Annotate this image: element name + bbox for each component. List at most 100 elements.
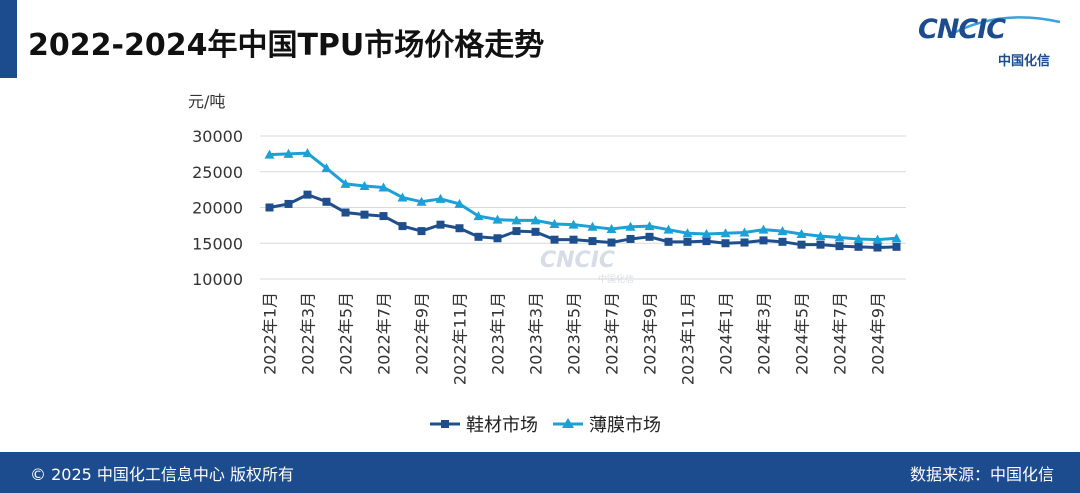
data-point [360, 210, 369, 219]
data-point [626, 234, 635, 243]
x-tick-label: 2023年9月 [641, 292, 660, 375]
logo-swoosh-icon [947, 16, 1061, 38]
data-point [474, 232, 483, 241]
y-tick-label: 20000 [192, 199, 243, 218]
x-tick-label: 2023年11月 [679, 292, 698, 385]
x-tick-label: 2023年5月 [565, 292, 584, 375]
data-point [606, 223, 617, 233]
x-tick-label: 2022年7月 [375, 292, 394, 375]
data-point [644, 221, 655, 231]
data-point [417, 227, 426, 236]
data-point [740, 238, 749, 247]
data-point [454, 198, 465, 208]
data-point [530, 215, 541, 225]
x-tick-label: 2022年11月 [451, 292, 470, 385]
x-tick-label: 2022年3月 [299, 292, 318, 375]
x-tick-label: 2024年9月 [869, 292, 888, 375]
data-point [340, 178, 351, 188]
data-point [588, 237, 597, 246]
x-tick-label: 2022年1月 [261, 292, 280, 375]
data-point [512, 227, 521, 236]
x-tick-label: 2023年3月 [527, 292, 546, 375]
data-point [815, 231, 826, 241]
data-point [531, 227, 540, 236]
data-point [321, 163, 332, 173]
data-point [265, 203, 274, 212]
x-tick-label: 2024年5月 [793, 292, 812, 375]
data-source-text: 数据来源：中国化信 [909, 465, 1054, 484]
price-line-chart: 元/吨 10000 15000 20000 25000 30000 2022年1月 202… [188, 92, 906, 436]
data-point [284, 199, 293, 208]
x-tick-label: 2022年9月 [413, 292, 432, 375]
data-point [835, 242, 844, 251]
data-point [378, 182, 389, 192]
data-point [568, 219, 579, 229]
data-point [739, 227, 750, 237]
data-point [796, 228, 807, 238]
data-point [569, 235, 578, 244]
data-point [473, 211, 484, 221]
data-point [853, 233, 864, 243]
data-point [701, 228, 712, 238]
data-point [721, 239, 730, 248]
data-point [816, 240, 825, 249]
logo-subtitle: 中国化信 [998, 54, 1051, 69]
data-point [264, 149, 275, 159]
data-point [854, 242, 863, 251]
y-tick-label: 30000 [192, 127, 243, 146]
data-point [549, 218, 560, 228]
x-tick-label: 2024年3月 [755, 292, 774, 375]
y-tick-label: 15000 [192, 234, 243, 253]
series-line-2 [269, 151, 897, 242]
data-point [759, 236, 768, 245]
x-tick-label: 2022年5月 [337, 292, 356, 375]
data-point [682, 228, 693, 238]
data-point [834, 232, 845, 242]
x-tick-label: 2023年1月 [489, 292, 508, 375]
data-point [322, 197, 331, 206]
x-tick-label: 2024年7月 [831, 292, 850, 375]
data-point [892, 242, 901, 251]
data-point [683, 237, 692, 246]
data-point [302, 148, 313, 158]
data-point [702, 237, 711, 246]
data-point [283, 148, 294, 158]
data-point [664, 237, 673, 246]
legend-marker [562, 418, 574, 428]
data-point [778, 237, 787, 246]
data-point [397, 192, 408, 202]
legend-marker [441, 420, 449, 428]
cncic-logo: CNCIC 中国化信 [918, 14, 1068, 72]
data-point [435, 193, 446, 203]
data-point [720, 228, 731, 238]
data-point [797, 240, 806, 249]
data-point [872, 234, 883, 244]
data-point [359, 181, 370, 191]
watermark-text: CNCIC [540, 248, 616, 273]
data-point [455, 224, 464, 233]
chart-legend: 鞋材市场 薄膜市场 [430, 415, 661, 436]
data-point [625, 221, 636, 231]
legend-label: 鞋材市场 [466, 415, 538, 436]
x-tick-label: 2024年1月 [717, 292, 736, 375]
data-point [398, 222, 407, 231]
data-point [416, 196, 427, 206]
logo-text: CNCIC [918, 14, 1006, 45]
data-point [436, 220, 445, 229]
data-point [341, 208, 350, 217]
footer-bar: © 2025 中国化工信息中心 版权所有 数据来源：中国化信 [0, 452, 1080, 493]
data-point [587, 221, 598, 231]
data-point [645, 232, 654, 241]
y-axis-unit-label: 元/吨 [188, 92, 225, 111]
page-title: 2022-2024年中国TPU市场价格走势 [28, 28, 545, 63]
watermark-subtitle: 中国化信 [598, 275, 635, 285]
data-point [379, 212, 388, 221]
data-point [492, 214, 503, 224]
y-tick-label: 25000 [192, 163, 243, 182]
data-point [493, 234, 502, 243]
series-line-1 [269, 192, 897, 250]
legend-label: 薄膜市场 [589, 415, 661, 436]
data-point [663, 224, 674, 234]
y-tick-label: 10000 [192, 270, 243, 289]
data-point [777, 226, 788, 236]
